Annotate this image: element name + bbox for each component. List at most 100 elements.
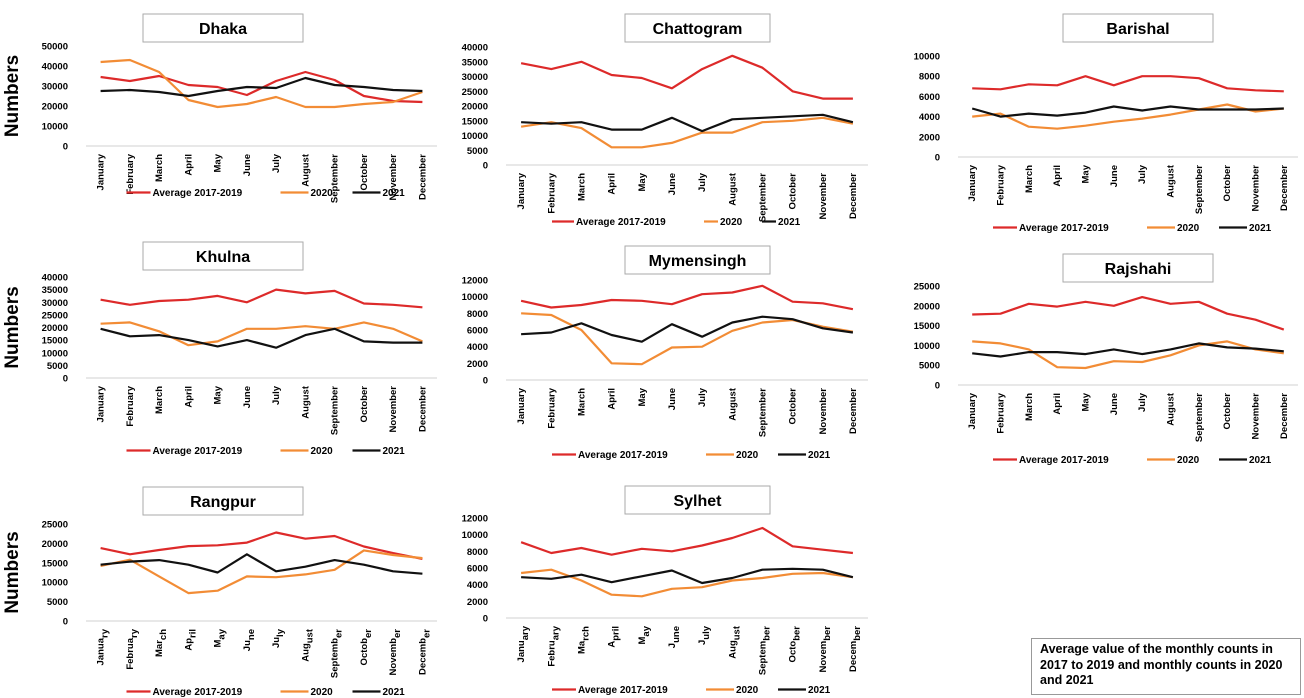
x-tick-label: May	[637, 387, 648, 406]
y-tick-label: 10000	[42, 122, 68, 133]
series-line	[521, 113, 854, 133]
y-tick-label: 10000	[42, 348, 68, 359]
legend-label: 2020	[311, 446, 334, 457]
chart-mymensingh: Mymensingh 0 2000 4000 6000 8000 10000 12000 Jan…	[462, 245, 868, 461]
legend-label: 2021	[383, 687, 406, 698]
chart-title: Dhaka	[199, 21, 247, 38]
x-tick-label: September	[330, 629, 345, 678]
series-line	[520, 284, 854, 311]
x-tick-label: November	[818, 626, 833, 673]
x-tick-label: April	[183, 629, 198, 651]
x-tick-label: October	[1222, 165, 1233, 202]
chart-title-box	[142, 13, 304, 43]
y-tick-label: 0	[483, 161, 488, 172]
x-tick-label: June	[667, 173, 678, 195]
series-line	[100, 321, 423, 347]
x-tick-label: May	[1081, 164, 1092, 183]
chart-rangpur: Rangpur Numbers 0 5000 10000 15000 20000 25000 J…	[2, 486, 437, 698]
chart-title: Chattogram	[653, 21, 743, 38]
x-tick-label: July	[271, 628, 286, 648]
series-line	[100, 553, 423, 575]
y-tick-label: 0	[483, 376, 488, 387]
chart-chattogram: Chattogram 0 5000 10000 15000 20000 25000 30000…	[462, 13, 868, 228]
y-tick-label: 0	[935, 381, 940, 392]
x-tick-label: July	[271, 385, 282, 405]
y-tick-label: 0	[63, 617, 68, 628]
legend-label: Average 2017-2019	[578, 685, 668, 696]
legend-label: 2020	[311, 687, 334, 698]
x-tick-label: August	[300, 628, 315, 662]
y-tick-label: 30000	[42, 82, 68, 93]
y-tick-label: 20000	[42, 323, 68, 334]
y-tick-label: 0	[935, 153, 940, 164]
legend-label: Average 2017-2019	[153, 446, 243, 457]
legend-label: 2021	[1249, 455, 1272, 466]
y-tick-label: 2000	[467, 359, 488, 370]
x-tick-label: June	[242, 386, 253, 408]
legend-label: 2020	[736, 685, 759, 696]
x-tick-label: December	[1279, 165, 1290, 211]
y-tick-label: 40000	[462, 43, 488, 54]
y-tick-label: 12000	[462, 514, 488, 525]
legend-label: 2021	[778, 217, 801, 228]
x-tick-label: February	[125, 385, 136, 426]
series-line	[521, 315, 854, 343]
x-tick-label: September	[1194, 393, 1205, 442]
x-tick-label: May	[1081, 392, 1092, 411]
y-tick-label: 4000	[919, 112, 940, 123]
y-tick-label: 5000	[467, 146, 488, 157]
x-tick-label: February	[996, 392, 1007, 433]
x-tick-label: March	[576, 626, 591, 654]
x-tick-label: September	[757, 173, 768, 222]
y-tick-label: 15000	[914, 321, 940, 332]
x-tick-label: August	[727, 625, 742, 659]
legend-label: 2020	[1177, 455, 1200, 466]
y-tick-label: 5000	[47, 361, 68, 372]
y-tick-label: 4000	[467, 580, 488, 591]
legend-label: Average 2017-2019	[578, 450, 668, 461]
series-line	[972, 296, 1285, 331]
x-tick-label: April	[183, 386, 194, 408]
x-tick-label: June	[667, 388, 678, 410]
y-tick-label: 20000	[462, 102, 488, 113]
chart-dhaka: Dhaka Numbers 0 10000 20000 30000 40000 50000 Ja…	[2, 13, 437, 203]
series-line	[972, 342, 1284, 358]
x-tick-label: November	[1251, 393, 1262, 440]
series-line	[521, 312, 854, 366]
y-tick-label: 10000	[462, 530, 488, 541]
x-tick-label: November	[388, 386, 399, 433]
x-tick-label: December	[848, 388, 859, 434]
x-tick-label: August	[727, 387, 738, 421]
figure-note: Average value of the monthly counts in 2…	[1031, 638, 1301, 695]
legend-label: 2021	[1249, 223, 1272, 234]
y-tick-label: 15000	[42, 336, 68, 347]
y-tick-label: 25000	[42, 310, 68, 321]
x-tick-label: March	[154, 629, 169, 657]
y-tick-label: 10000	[914, 52, 940, 63]
y-tick-label: 8000	[467, 547, 488, 558]
chart-title: Barishal	[1106, 21, 1169, 38]
y-tick-label: 10000	[462, 292, 488, 303]
x-tick-label: March	[154, 154, 165, 182]
chart-rajshahi: Rajshahi 0 5000 10000 15000 20000 25000 January…	[914, 253, 1298, 466]
series-line	[971, 105, 1284, 118]
x-tick-label: May	[213, 153, 224, 172]
x-tick-label: March	[1024, 393, 1035, 421]
y-tick-label: 6000	[467, 564, 488, 575]
chart-title: Khulna	[196, 249, 250, 266]
chart-title-box	[142, 241, 304, 271]
x-tick-label: September	[1194, 165, 1205, 214]
legend-label: 2020	[1177, 223, 1200, 234]
series-line	[100, 531, 423, 560]
series-line	[972, 103, 1284, 130]
x-tick-label: September	[330, 386, 341, 435]
x-tick-label: April	[607, 626, 622, 648]
x-tick-label: January	[967, 392, 978, 429]
x-tick-label: December	[417, 154, 428, 200]
x-tick-label: October	[788, 173, 799, 210]
y-tick-label: 0	[63, 142, 68, 153]
x-tick-label: December	[848, 173, 859, 219]
y-tick-label: 40000	[42, 273, 68, 284]
y-tick-label: 10000	[914, 341, 940, 352]
